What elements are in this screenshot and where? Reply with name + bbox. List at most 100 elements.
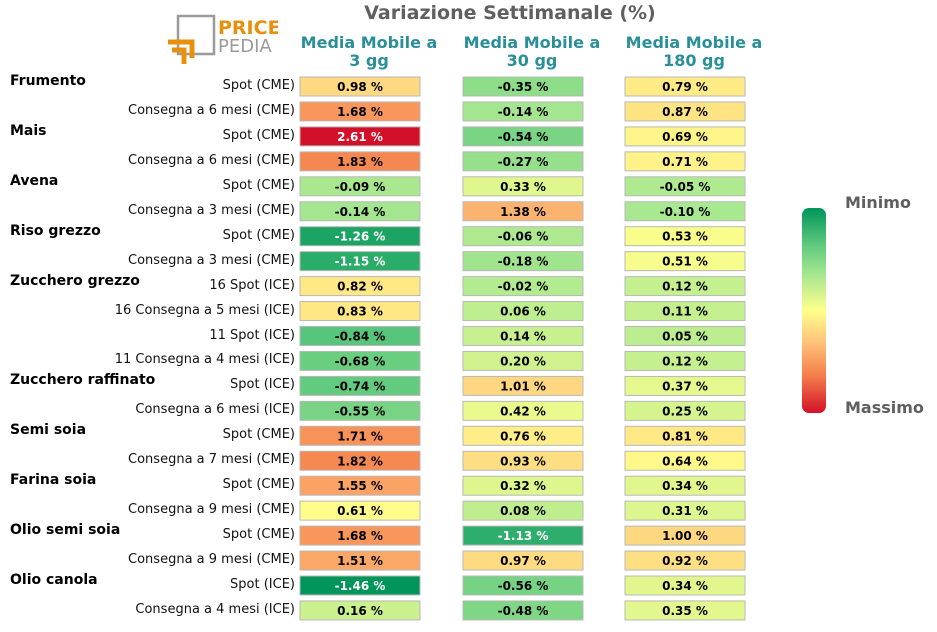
heatmap-cell — [299, 550, 421, 571]
heatmap-cell-value: -1.46 % — [335, 579, 386, 593]
category-label: Semi soia — [10, 422, 87, 439]
heatmap-cell — [624, 600, 746, 621]
heatmap-cell-value: -0.14 % — [335, 205, 386, 219]
heatmap-cell-value: 0.82 % — [337, 280, 383, 294]
row-label: Consegna a 6 mesi (CME) — [128, 102, 295, 118]
heatmap-cell-value: 0.14 % — [500, 330, 546, 344]
row-label: Spot (CME) — [222, 78, 295, 93]
heatmap-cell — [624, 201, 746, 222]
heatmap-cell-value: 0.34 % — [662, 579, 708, 593]
row-label: Consegna a 9 mesi (CME) — [128, 552, 295, 568]
heatmap-cell-value: 0.16 % — [337, 604, 383, 618]
heatmap-cell-value: -1.26 % — [335, 230, 386, 244]
heatmap-cell — [299, 126, 421, 147]
heatmap-cell-value: -0.54 % — [498, 130, 549, 144]
row-label: Spot (CME) — [222, 227, 295, 243]
heatmap-cell — [462, 400, 584, 421]
heatmap-cell-value: 0.61 % — [337, 504, 383, 518]
row-label: Consegna a 9 mesi (CME) — [128, 502, 295, 518]
heatmap-cell-value: 1.55 % — [337, 479, 383, 493]
category-label: Avena — [10, 172, 59, 189]
heatmap-cell — [462, 176, 584, 197]
column-header-line1: Media Mobile a — [463, 33, 601, 52]
heatmap-cell — [624, 350, 746, 371]
chart-title: Variazione Settimanale (%) — [364, 2, 656, 24]
heatmap-cell-value: 0.76 % — [500, 429, 546, 443]
heatmap-cell — [299, 151, 421, 172]
heatmap-cell-value: -0.02 % — [498, 280, 549, 294]
heatmap-cell — [462, 425, 584, 446]
heatmap-cell-value: 0.87 % — [662, 105, 708, 119]
row-label: Consegna a 6 mesi (CME) — [128, 152, 295, 168]
logo-line1: PRICE — [218, 17, 278, 39]
heatmap-cell — [299, 176, 421, 197]
heatmap-cell — [624, 326, 746, 346]
heatmap-cell — [624, 176, 746, 197]
heatmap-cell — [462, 525, 584, 546]
heatmap-cell — [299, 500, 421, 521]
heatmap-cell — [462, 251, 584, 272]
heatmap-cell-value: -0.74 % — [335, 379, 386, 393]
heatmap-cell-value: 0.69 % — [662, 130, 708, 144]
heatmap-cell-value: 0.35 % — [662, 604, 708, 618]
heatmap-cell-value: -0.27 % — [498, 155, 549, 169]
category-label: Zucchero grezzo — [10, 272, 140, 289]
category-label: Riso grezzo — [10, 222, 101, 239]
category-label: Olio canola — [10, 572, 98, 588]
column-header-line2: 180 gg — [663, 51, 725, 70]
heatmap-cell — [624, 301, 746, 322]
heatmap-cell — [462, 151, 584, 172]
heatmap-cell — [299, 400, 421, 421]
heatmap-cell-value: -0.55 % — [335, 404, 386, 418]
heatmap-cell — [299, 600, 421, 621]
heatmap-cell-value: -0.18 % — [498, 255, 549, 269]
pricepedia-logo-mark: PRICE PEDIA — [168, 14, 281, 64]
heatmap-cell — [462, 500, 584, 521]
heatmap-cell-value: 0.25 % — [662, 404, 708, 418]
row-label: Consegna a 7 mesi (CME) — [128, 452, 295, 468]
heatmap-cell-value: 0.37 % — [662, 379, 708, 393]
heatmap-cell — [462, 575, 584, 596]
heatmap-cell-value: 0.08 % — [500, 504, 546, 518]
heatmap-cell — [462, 126, 584, 147]
heatmap-cell-value: 0.71 % — [662, 155, 708, 169]
heatmap-cell-value: -0.48 % — [498, 604, 549, 618]
heatmap-cell-value: 0.98 % — [337, 80, 383, 94]
heatmap-cell-value: -0.14 % — [498, 105, 549, 119]
heatmap-cell-value: 0.83 % — [337, 305, 383, 319]
heatmap-cell-value: 0.81 % — [662, 429, 708, 443]
heatmap-cell-value: -0.35 % — [498, 80, 549, 94]
row-label: Spot (ICE) — [230, 377, 295, 393]
row-label: Spot (ICE) — [230, 577, 295, 592]
heatmap-cell — [462, 301, 584, 322]
heatmap-cell-value: 1.38 % — [500, 205, 546, 219]
heatmap-cell — [624, 276, 746, 297]
heatmap-cell — [624, 525, 746, 546]
heatmap-cell-value: -0.68 % — [335, 354, 386, 368]
heatmap-cell — [624, 126, 746, 147]
column-header-30gg: Media Mobile a 30 gg — [447, 34, 617, 70]
heatmap-cell — [299, 450, 421, 471]
column-header-3gg: Media Mobile a 3 gg — [284, 34, 454, 70]
heatmap-cell — [462, 201, 584, 222]
column-header-line2: 30 gg — [506, 51, 558, 70]
heatmap-cell-value: 0.51 % — [662, 255, 708, 269]
heatmap-cell — [624, 425, 746, 446]
heatmap-cell — [299, 101, 421, 122]
heatmap-cell — [299, 326, 421, 346]
legend-max-label: Massimo — [845, 398, 924, 417]
heatmap-cell-value: 1.83 % — [337, 155, 383, 169]
heatmap-cell — [624, 475, 746, 496]
heatmap-cell-value: -0.84 % — [335, 330, 386, 344]
heatmap-cell — [624, 400, 746, 421]
heatmap-cell — [462, 450, 584, 471]
heatmap-cell-value: 1.82 % — [337, 454, 383, 468]
heatmap-cell-value: -0.10 % — [660, 205, 711, 219]
heatmap-cell-value: 0.79 % — [662, 80, 708, 94]
heatmap-cell — [299, 475, 421, 496]
heatmap-cell — [624, 226, 746, 247]
heatmap-cell-value: 0.32 % — [500, 479, 546, 493]
heatmap-cell — [299, 375, 421, 396]
heatmap-cell — [462, 226, 584, 247]
row-label: Spot (CME) — [222, 177, 295, 193]
